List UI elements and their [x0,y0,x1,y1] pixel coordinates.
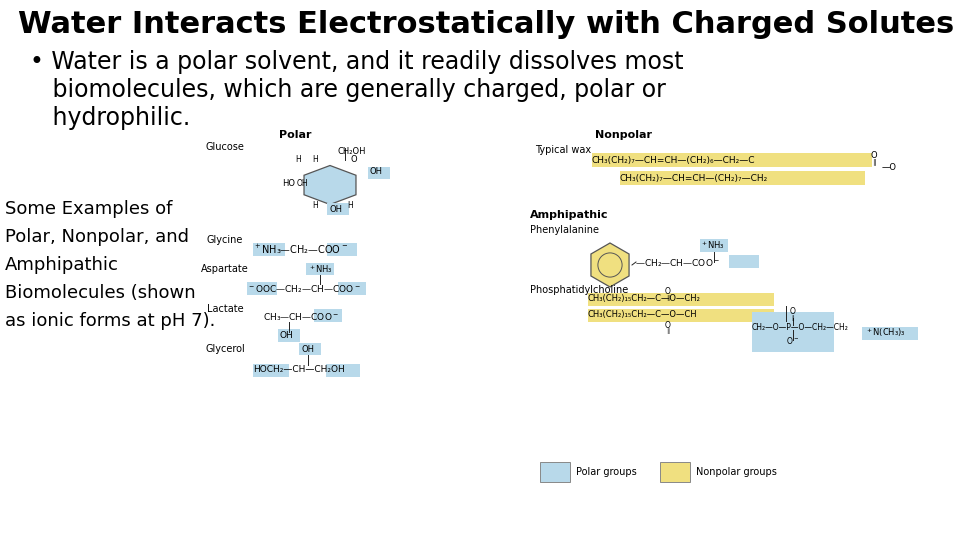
Text: $^+$NH₃—CH₂—COO$^-$: $^+$NH₃—CH₂—COO$^-$ [253,242,348,255]
Text: H: H [312,200,318,210]
Bar [253,243,285,256]
Text: Typical wax: Typical wax [535,145,591,155]
Bar [278,329,300,342]
Bar [540,462,570,482]
Text: ∥: ∥ [792,315,794,321]
Text: H: H [295,156,300,165]
Text: O: O [665,287,671,296]
Bar [338,282,366,295]
Text: Some Examples of: Some Examples of [5,200,173,218]
Text: biomolecules, which are generally charged, polar or: biomolecules, which are generally charge… [30,78,666,102]
Text: Glycerol: Glycerol [205,344,245,354]
Text: O$^-$: O$^-$ [786,335,800,347]
Text: Amphipathic: Amphipathic [5,256,119,274]
Text: HOCH₂—CH—CH₂OH: HOCH₂—CH—CH₂OH [253,366,345,375]
Text: CH₂OH: CH₂OH [338,147,367,156]
Text: Water Interacts Electrostatically with Charged Solutes: Water Interacts Electrostatically with C… [18,10,954,39]
Text: OH: OH [297,179,308,188]
Bar [247,282,277,295]
Bar [326,364,360,377]
Text: OH: OH [302,345,315,354]
Text: hydrophilic.: hydrophilic. [30,106,190,130]
Text: OH: OH [369,167,382,177]
Text: —O: —O [882,163,897,172]
Text: ∥: ∥ [666,295,669,301]
Text: Polar, Nonpolar, and: Polar, Nonpolar, and [5,228,189,246]
Text: CH₃(CH₂)₇—CH=CH—(CH₂)₆—CH₂—C: CH₃(CH₂)₇—CH=CH—(CH₂)₆—CH₂—C [592,156,756,165]
Text: OH: OH [280,330,294,340]
Bar [729,255,759,268]
Text: ∥: ∥ [666,328,669,334]
Text: Biomolecules (shown: Biomolecules (shown [5,284,196,302]
Text: Nonpolar groups: Nonpolar groups [696,467,777,477]
Text: Phenylalanine: Phenylalanine [530,225,599,235]
Text: Aspartate: Aspartate [202,264,249,274]
Bar [592,153,872,167]
Text: Polar groups: Polar groups [576,467,636,477]
Bar [306,263,334,275]
Bar [660,462,690,482]
Text: Phosphatidylcholine: Phosphatidylcholine [530,285,628,295]
Bar [862,327,918,340]
Bar [620,171,865,185]
Bar [327,203,349,215]
Text: $^+$NH₃: $^+$NH₃ [307,263,332,275]
Text: Glucose: Glucose [205,142,245,152]
Polygon shape [304,165,356,205]
Text: Lactate: Lactate [206,304,243,314]
Bar [314,309,342,322]
Text: CH₃—CH—COO$^-$: CH₃—CH—COO$^-$ [263,310,339,321]
Text: O: O [871,151,877,159]
Text: ∥: ∥ [873,159,876,165]
Text: $^+$N(CH₃)₃: $^+$N(CH₃)₃ [865,327,905,339]
Text: CH₂—O—P—O—CH₂—CH₂: CH₂—O—P—O—CH₂—CH₂ [752,322,849,332]
Bar [700,239,728,252]
Bar [752,312,834,352]
Text: —CH₂—CH—COO$^-$: —CH₂—CH—COO$^-$ [635,256,720,267]
Polygon shape [591,243,629,287]
Text: O: O [350,156,357,165]
Text: H: H [348,200,353,210]
Bar [327,243,357,256]
Text: Polar: Polar [278,130,311,140]
Text: O: O [790,307,796,316]
Bar [253,364,289,377]
Bar [588,293,774,306]
Bar [588,309,774,322]
Text: H: H [312,156,318,165]
Text: CH₃(CH₂)₁₅CH₂—C—O—CH: CH₃(CH₂)₁₅CH₂—C—O—CH [588,310,698,320]
Text: Glycine: Glycine [206,235,243,245]
Bar [299,343,321,355]
Text: CH₃(CH₂)₇—CH=CH—(CH₂)₇—CH₂: CH₃(CH₂)₇—CH=CH—(CH₂)₇—CH₂ [620,173,768,183]
Text: $^-$OOC—CH₂—CH—COO$^-$: $^-$OOC—CH₂—CH—COO$^-$ [247,282,361,294]
Text: OH: OH [330,205,343,213]
Bar [368,167,390,179]
Text: as ionic forms at pH 7).: as ionic forms at pH 7). [5,312,215,330]
Text: O: O [665,321,671,329]
Text: Nonpolar: Nonpolar [595,130,652,140]
Text: HO: HO [282,179,295,188]
Text: • Water is a polar solvent, and it readily dissolves most: • Water is a polar solvent, and it readi… [30,50,684,74]
Text: Amphipathic: Amphipathic [530,210,609,220]
Text: $^+$NH₃: $^+$NH₃ [700,239,725,251]
Text: CH₃(CH₂)₁₅CH₂—C—O—CH₂: CH₃(CH₂)₁₅CH₂—C—O—CH₂ [588,294,701,303]
